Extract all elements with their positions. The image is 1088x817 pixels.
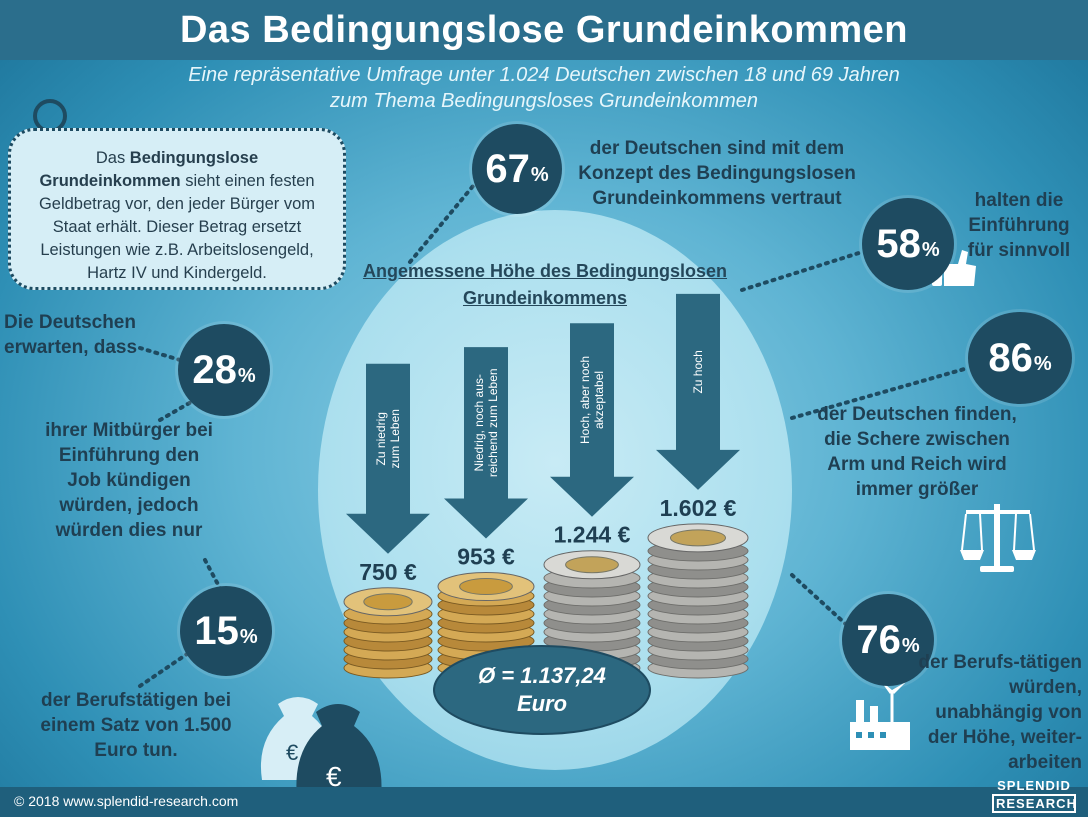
category-label-1-0: Niedrig, noch aus- [472,374,486,471]
subtitle-line-1: Eine repräsentative Umfrage unter 1.024 … [188,64,900,86]
category-label-1-1: reichend zum Leben [486,368,500,477]
page-title: Das Bedingungslose Grundeinkommen [179,8,909,51]
stat-58-percent: % [921,238,940,261]
value-label-0: 750 € [359,559,417,585]
chart-title: Angemessene Höhe des Bedingungslosen Gru… [362,261,728,308]
stat-67-percent: % [530,163,549,186]
stat-58-bubble: 58% [862,198,954,290]
stat-76-bubble: 76% [842,594,934,686]
connector-58 [740,250,864,292]
coin-center-2 [565,556,619,574]
factory-icon [850,680,910,750]
stat-58-text: halten die Einführung für sinnvoll [967,190,1071,261]
definition-text-post: sieht einen festen Geldbetrag vor, den j… [38,172,316,282]
category-label-2-0: Hoch, aber noch [578,356,592,444]
definition-text-bold: Bedingungslose Grundeinkommen [39,149,259,190]
category-label-0-0: Zu niedrig [374,412,388,465]
brand-logo: SPLENDID RESEARCH [992,778,1076,813]
arrow-0 [346,363,430,554]
average-unit: Euro [517,691,567,716]
stat-15-value: 15 [194,608,239,653]
value-label-2: 1.244 € [554,522,631,548]
category-label-0-1: zum Leben [388,409,402,468]
definition-text-pre: Das [95,149,130,167]
scales-icon [960,504,1036,572]
stat-15-text: der Berufstätigen bei einem Satz von 1.5… [40,690,232,761]
stat-67-text: der Deutschen sind mit dem Konzept des B… [578,138,856,209]
subtitle: Eine repräsentative Umfrage unter 1.024 … [0,62,1088,114]
coin-center-0 [363,593,413,611]
arrow-2 [550,323,634,517]
definition-box: Das Bedingungslose Grundeinkommen sieht … [8,128,346,290]
connector-86 [790,366,970,420]
value-label-1: 953 € [457,544,515,570]
stat-67-value: 67 [485,146,530,191]
stat-28-text-after: ihrer Mitbürger bei Einführung den Job k… [45,420,213,541]
arrow-3 [656,293,740,490]
stat-86-bubble: 86% [968,312,1072,404]
average-value: Ø = 1.137,24 [478,663,606,688]
stat-28-bubble: 28% [178,324,270,416]
stat-86-value: 86 [988,335,1033,380]
connector-15-down [138,650,192,688]
logo-line-2: RESEARCH [992,794,1076,813]
category-label-2-1: akzeptabel [592,371,606,429]
stat-28-percent: % [237,364,256,387]
coin-center-3 [670,529,726,547]
coin-center-1 [459,578,513,596]
logo-line-1: SPLENDID [997,778,1071,793]
stat-28-text-before: Die Deutschen erwarten, dass [4,312,138,358]
stat-58-value: 58 [876,221,921,266]
stat-76-value: 76 [856,617,901,662]
stat-67-bubble: 67% [472,124,562,214]
stat-15-bubble: 15% [180,586,272,676]
stat-86-percent: % [1033,352,1052,375]
title-bar: Das Bedingungslose Grundeinkommen [0,0,1088,60]
subtitle-line-2: zum Thema Bedingungsloses Grundeinkommen [330,90,758,112]
connector-76 [790,573,852,630]
svg-text:€: € [286,740,298,765]
stat-76-text: der Berufs-tätigen würden, unabhängig vo… [918,652,1082,773]
stat-28-value: 28 [192,347,237,392]
stat-86-text: der Deutschen finden, die Schere zwische… [817,404,1017,500]
connector-67 [408,178,480,264]
value-label-3: 1.602 € [660,495,737,521]
connector-28-down [158,396,200,422]
connector-28-left [138,346,182,362]
stat-15-percent: % [239,625,258,648]
footer-copyright: © 2018 www.splendid-research.com [14,793,239,809]
footer-bar [0,787,1088,817]
money-bag-icon: € € [260,697,382,806]
arrow-1 [444,347,528,539]
average-ellipse [433,645,651,735]
stat-76-percent: % [901,634,920,657]
category-label-3-0: Zu hoch [691,350,705,393]
svg-text:€: € [326,761,342,792]
